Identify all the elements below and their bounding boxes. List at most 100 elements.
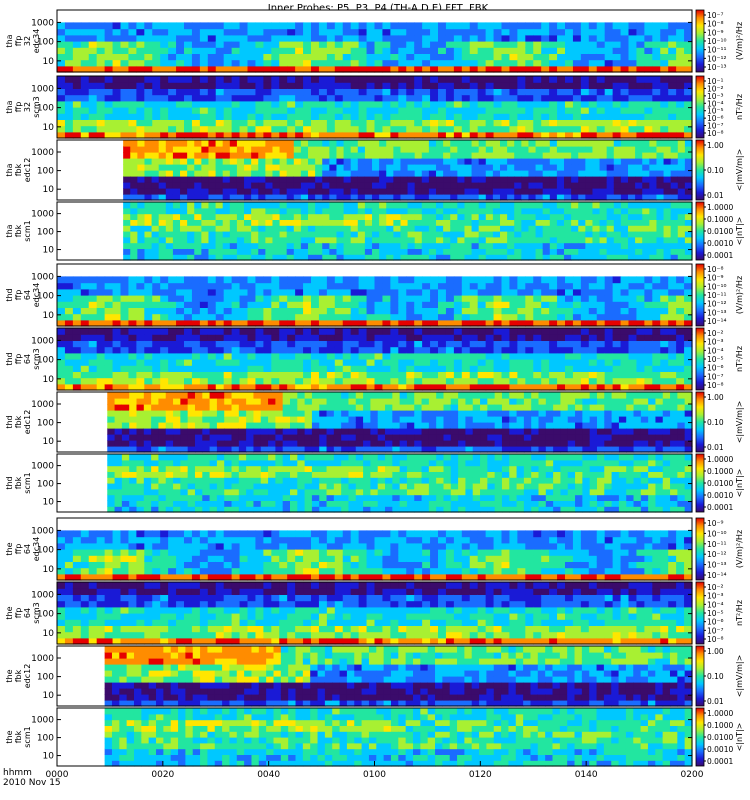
- spectrogram-image: [57, 328, 693, 391]
- colorbar-tick-label: 1.0000: [707, 709, 733, 718]
- spectrogram-image: [123, 140, 693, 201]
- colorbar: [695, 9, 705, 73]
- colorbar-tick-label: 10⁻⁵: [707, 609, 724, 618]
- spectrogram-image: [57, 582, 693, 645]
- y-label-line: fbk: [14, 730, 23, 743]
- spectrogram-image: [57, 530, 693, 581]
- colorbar-tick-label: 10⁻⁹: [707, 28, 724, 37]
- colorbar: [695, 327, 705, 391]
- y-label-line: fbk: [14, 669, 23, 682]
- colorbar-label: <|nT|>: [735, 469, 744, 498]
- panel-frame: [56, 391, 693, 453]
- colorbar-label: nT²/Hz: [735, 94, 744, 120]
- y-label-line: ffp: [14, 102, 23, 113]
- y-label-line: scm3: [32, 602, 41, 623]
- y-tick-label: 10: [43, 185, 55, 195]
- colorbar-tick-label: 0.1000: [707, 467, 733, 476]
- colorbar: [695, 517, 705, 581]
- colorbar-tick-label: 0.10: [707, 166, 724, 175]
- y-tick-label: 1000: [31, 210, 54, 220]
- y-axis-label: tha fbk scm1: [5, 220, 32, 241]
- y-label-line: edc12: [23, 664, 32, 689]
- y-label-line: 32: [23, 102, 32, 112]
- colorbar: [695, 391, 705, 453]
- y-label-line: scm1: [23, 220, 32, 241]
- y-tick-label: 1000: [31, 18, 54, 28]
- x-tick-label: 0020: [151, 770, 174, 780]
- y-label-line: 64: [23, 354, 32, 364]
- x-tick-label: 0120: [469, 770, 492, 780]
- y-axis-label: the ffp 64 edc34: [5, 537, 41, 562]
- y-tick-label: 100: [37, 38, 54, 48]
- colorbar-tick-label: 10⁻⁸: [707, 381, 724, 390]
- y-tick-label: 100: [37, 167, 54, 177]
- colorbar-tick-label: 10⁻¹⁰: [707, 37, 727, 46]
- colorbar-tick-label: 0.1000: [707, 215, 733, 224]
- colorbar-tick-label: 0.0001: [707, 503, 733, 512]
- y-label-line: tha: [5, 163, 14, 176]
- x-tick-label: 0000: [46, 770, 69, 780]
- colorbar-tick-label: 10⁻¹⁰: [707, 282, 727, 291]
- y-tick-label: 1000: [31, 84, 54, 94]
- panel-frame: [56, 517, 693, 581]
- colorbar-tick-label: 10⁻¹¹: [707, 291, 727, 300]
- y-label-line: edc12: [23, 158, 32, 183]
- y-tick-label: 10: [43, 57, 55, 67]
- y-label-line: the: [5, 606, 14, 619]
- panel-frame: [56, 453, 693, 513]
- x-tick-label: 0040: [257, 770, 280, 780]
- colorbar-tick-label: 10⁻⁴: [707, 600, 724, 609]
- panel-frame: [56, 581, 693, 645]
- y-label-line: the: [5, 730, 14, 743]
- colorbar-tick-label: 10⁻³: [707, 92, 724, 101]
- colorbar: [695, 75, 705, 139]
- colorbar-tick-label: 10⁻⁸: [707, 129, 724, 138]
- colorbar-tick-label: 0.0001: [707, 251, 733, 260]
- y-label-line: tha: [5, 34, 14, 47]
- colorbar-tick-label: 10⁻¹³: [707, 63, 727, 72]
- colorbar: [695, 581, 705, 645]
- colorbar-tick-label: 10⁻¹¹: [707, 540, 727, 549]
- y-label-line: fbk: [14, 224, 23, 237]
- spectrogram-image: [57, 76, 693, 139]
- colorbar-tick-label: 10⁻¹²: [707, 550, 727, 559]
- y-axis-label: tha ffp 32 edc34: [5, 29, 41, 54]
- y-tick-label: 1000: [31, 272, 54, 282]
- time-axis-label: hhmm: [3, 768, 32, 778]
- y-label-line: ffp: [14, 290, 23, 301]
- spectrogram-image: [104, 646, 693, 707]
- panel-frame: [56, 75, 693, 139]
- colorbar: [695, 707, 705, 767]
- colorbar-label: (V/m)²/Hz: [735, 22, 744, 60]
- y-label-line: fbk: [14, 415, 23, 428]
- y-label-line: fbk: [14, 476, 23, 489]
- y-tick-label: 100: [37, 480, 54, 490]
- y-tick-label: 1000: [31, 716, 54, 726]
- y-label-line: fbk: [14, 163, 23, 176]
- y-label-line: edc34: [32, 283, 41, 308]
- y-tick-label: 10: [43, 752, 55, 762]
- colorbar-tick-label: 10⁻⁷: [707, 11, 724, 20]
- colorbar-tick-label: 10⁻²: [707, 84, 724, 93]
- y-tick-label: 10: [43, 437, 55, 447]
- x-tick-label: 0200: [681, 770, 704, 780]
- colorbar-tick-label: 10⁻⁷: [707, 372, 724, 381]
- y-axis-label: the fbk edc12: [5, 664, 32, 689]
- y-label-line: scm1: [23, 472, 32, 493]
- colorbar-tick-label: 0.0100: [707, 733, 733, 742]
- y-label-line: ffp: [14, 544, 23, 555]
- colorbar-tick-label: 0.0001: [707, 757, 733, 766]
- colorbar-tick-label: 1.0000: [707, 203, 733, 212]
- y-axis-label: tha ffp 32 scm3: [5, 96, 41, 117]
- colorbar-label: (V/m)²/Hz: [735, 276, 744, 314]
- y-label-line: scm1: [23, 726, 32, 747]
- colorbar-tick-label: 10⁻³: [707, 592, 724, 601]
- y-label-line: ffp: [14, 354, 23, 365]
- panel-frame: [56, 263, 693, 327]
- colorbar-tick-label: 10⁻⁷: [707, 626, 724, 635]
- y-tick-label: 100: [37, 292, 54, 302]
